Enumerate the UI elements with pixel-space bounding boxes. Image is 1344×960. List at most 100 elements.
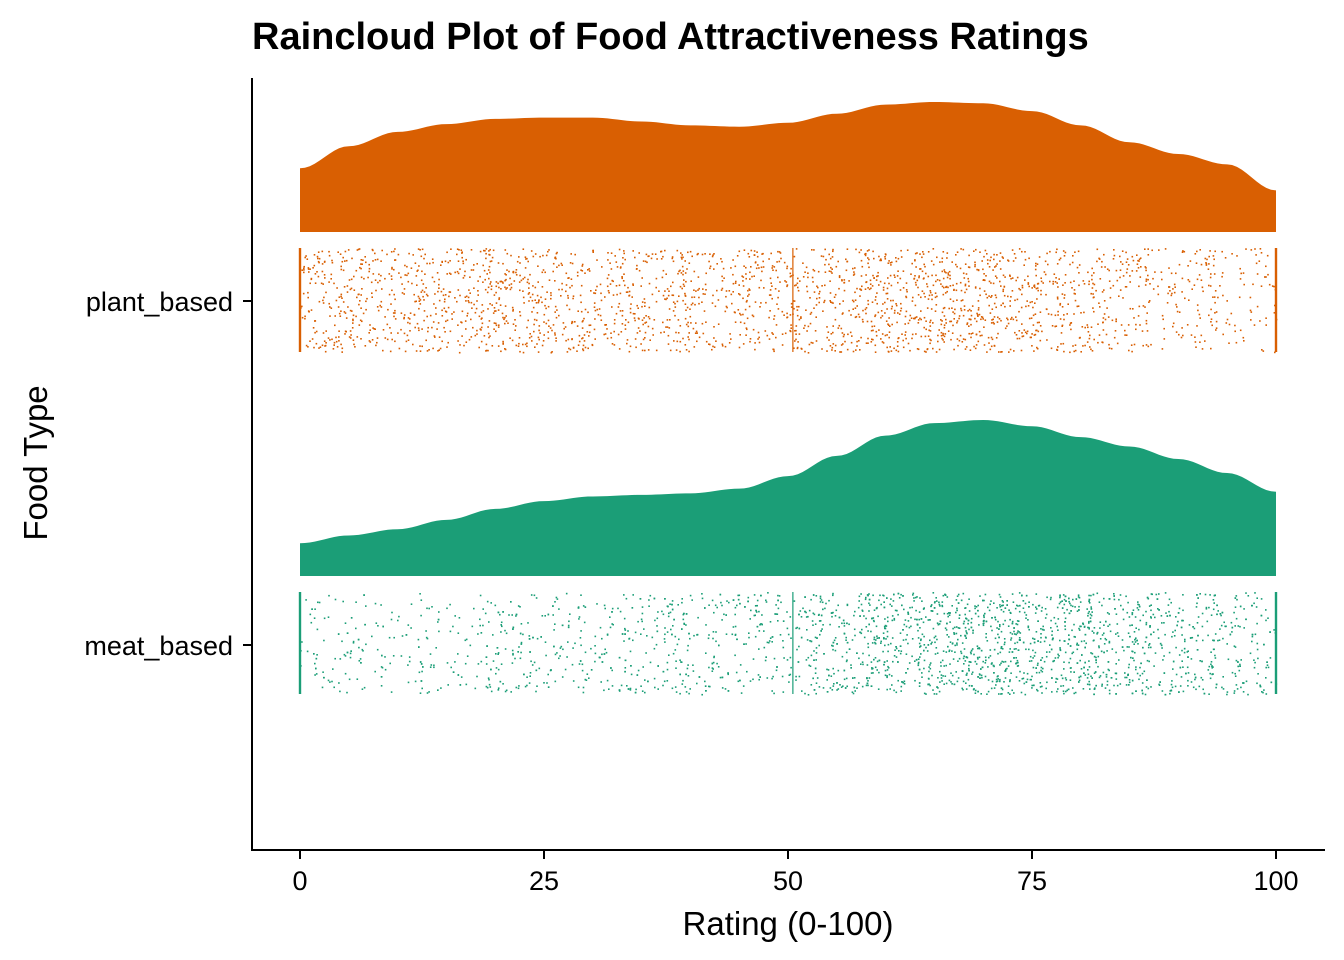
rain-point: [1151, 593, 1153, 596]
rain-point: [940, 665, 942, 667]
rain-point: [936, 600, 938, 602]
rain-point: [983, 290, 986, 292]
rain-point: [1247, 693, 1249, 696]
rain-point: [444, 331, 446, 333]
rain-point: [1102, 671, 1105, 674]
rain-point: [758, 286, 761, 289]
rain-point: [584, 272, 586, 274]
rain-point: [1118, 295, 1120, 297]
rain-point: [842, 300, 844, 302]
rain-point: [1025, 617, 1027, 619]
rain-point: [1037, 282, 1040, 285]
rain-point: [818, 686, 821, 688]
rain-point: [936, 638, 938, 641]
rain-point: [1040, 277, 1042, 279]
rain-point: [448, 291, 451, 293]
rain-point: [547, 673, 549, 676]
rain-point: [1102, 329, 1105, 331]
rain-point: [948, 270, 951, 273]
rain-point: [984, 612, 986, 615]
rain-point: [438, 630, 440, 633]
rain-point: [822, 310, 824, 312]
rain-point: [306, 258, 309, 260]
rain-point: [487, 677, 490, 679]
rain-point: [964, 626, 967, 629]
rain-point: [477, 294, 479, 296]
rain-point: [1089, 620, 1092, 623]
rain-point: [786, 611, 788, 613]
rain-point: [351, 257, 353, 260]
rain-point: [1006, 667, 1008, 670]
rain-point: [420, 599, 423, 601]
rain-point: [1210, 318, 1213, 320]
rain-point: [1166, 615, 1169, 617]
rain-point: [988, 266, 991, 268]
rain-point: [436, 272, 439, 274]
rain-point: [834, 344, 837, 347]
rain-point: [1064, 617, 1067, 620]
rain-point: [751, 275, 753, 278]
rain-point: [420, 663, 423, 665]
rain-point: [726, 600, 728, 602]
rain-point: [533, 661, 536, 664]
rain-point: [685, 323, 688, 326]
rain-point: [600, 681, 602, 683]
rain-point: [872, 667, 874, 670]
rain-point: [991, 295, 993, 297]
rain-point: [447, 341, 449, 344]
rain-point: [629, 307, 632, 310]
rain-point: [1129, 307, 1132, 310]
rain-point: [479, 624, 481, 627]
rain-point: [676, 340, 679, 343]
rain-point: [1056, 248, 1058, 251]
rain-point: [919, 627, 921, 629]
rain-point: [683, 622, 685, 625]
rain-point: [919, 268, 921, 270]
rain-point: [415, 275, 418, 277]
rain-point: [977, 300, 980, 302]
rain-point: [866, 320, 869, 323]
rain-point: [966, 603, 969, 606]
rain-point: [493, 294, 496, 296]
rain-point: [1171, 680, 1173, 682]
rain-point: [1009, 305, 1011, 307]
rain-point: [621, 276, 623, 278]
rain-point: [524, 256, 527, 258]
rain-point: [1168, 610, 1170, 613]
rain-point: [942, 339, 944, 341]
rain-point: [481, 322, 484, 325]
rain-point: [1200, 263, 1203, 266]
rain-point: [730, 338, 732, 340]
rain-point: [872, 672, 874, 674]
rain-point: [452, 625, 454, 628]
rain-point: [886, 635, 889, 638]
rain-point: [796, 648, 798, 651]
rain-point: [958, 657, 961, 660]
rain-point: [1210, 308, 1212, 311]
rain-point: [1187, 265, 1189, 267]
rain-point: [407, 321, 409, 324]
rain-point: [711, 348, 713, 351]
rain-point: [975, 344, 978, 346]
rain-point: [746, 317, 749, 320]
rain-point: [738, 346, 741, 349]
rain-point: [1131, 270, 1134, 272]
rain-point: [535, 319, 538, 322]
rain-point: [777, 296, 779, 299]
rain-point: [860, 593, 862, 595]
rain-point: [955, 263, 957, 266]
rain-point: [683, 612, 685, 615]
rain-point: [1147, 597, 1150, 600]
rain-point: [942, 293, 945, 296]
rain-point: [1003, 638, 1006, 640]
rain-point: [896, 341, 899, 343]
rain-point: [1034, 302, 1036, 304]
rain-point: [813, 249, 815, 251]
rain-point: [982, 624, 985, 627]
rain-point: [418, 329, 420, 332]
rain-point: [647, 349, 650, 351]
rain-point: [1065, 679, 1068, 681]
rain-point: [578, 616, 581, 618]
rain-point: [483, 249, 485, 252]
rain-point: [698, 302, 700, 305]
